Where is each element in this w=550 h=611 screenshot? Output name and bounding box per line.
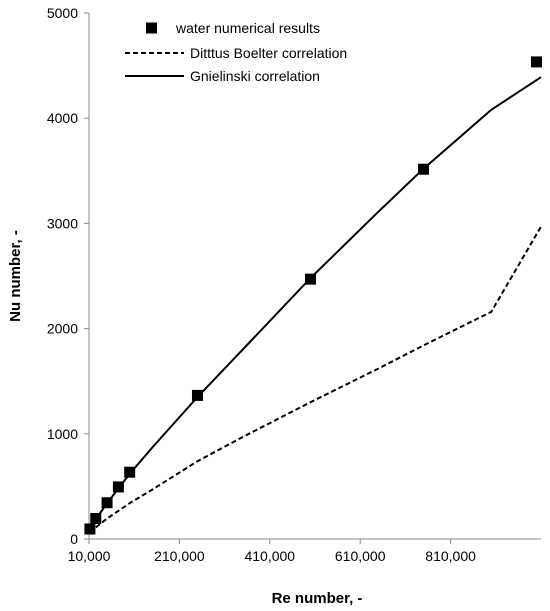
data-point-marker <box>530 56 542 68</box>
legend-label: Ditttus Boelter correlation <box>190 45 347 61</box>
y-tick-label: 1000 <box>47 426 78 442</box>
series-gnielinski-line <box>89 76 542 530</box>
y-tick-label: 2000 <box>47 321 78 337</box>
x-tick-label: 210,000 <box>154 548 205 564</box>
data-point-marker <box>191 389 203 401</box>
legend-marker-square <box>146 22 157 34</box>
x-tick-label: 810,000 <box>425 548 476 564</box>
x-axis-title: Re number, - <box>272 590 363 607</box>
legend: water numerical results Ditttus Boelter c… <box>125 20 347 84</box>
y-axis-title: Nu number, - <box>7 230 24 322</box>
x-tick-label: 410,000 <box>244 548 295 564</box>
legend-label: water numerical results <box>175 20 320 36</box>
x-axis-ticks: 10,000 210,000 410,000 610,000 810,000 <box>68 539 476 564</box>
y-tick-label: 3000 <box>47 215 78 231</box>
x-tick-label: 10,000 <box>68 548 111 564</box>
series-dittus-boelter-line <box>89 226 542 534</box>
y-tick-label: 0 <box>70 531 78 547</box>
data-point-marker <box>124 466 136 478</box>
y-tick-label: 4000 <box>47 110 78 126</box>
axes: 10,000 210,000 410,000 610,000 810,000 0 1000… <box>47 5 541 564</box>
x-tick-label: 610,000 <box>335 548 386 564</box>
plot-area <box>84 56 542 535</box>
legend-label: Gnielinski correlation <box>190 68 320 84</box>
y-tick-label: 5000 <box>47 5 78 21</box>
y-axis-ticks: 0 1000 2000 3000 4000 5000 <box>47 5 89 547</box>
series-water-numerical-results <box>84 56 542 535</box>
